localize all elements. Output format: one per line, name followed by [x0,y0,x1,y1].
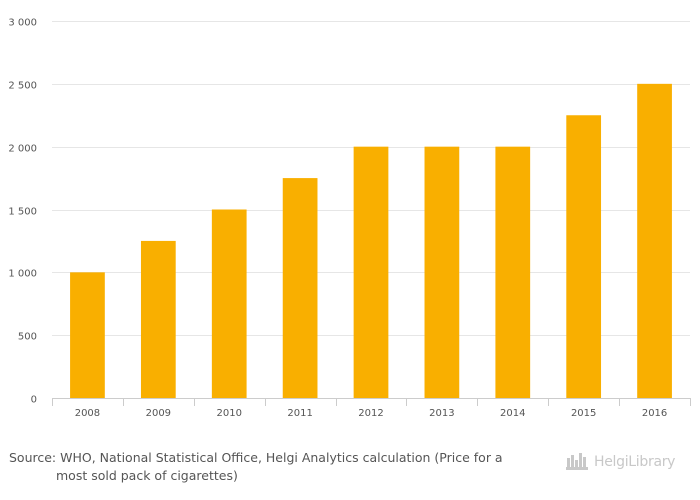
bar-2015[interactable] [566,115,602,398]
y-tick-label: 3 000 [8,18,37,29]
x-tick-label: 2009 [146,408,171,419]
bar-2012[interactable] [353,146,389,398]
x-tick-label: 2011 [287,408,312,419]
y-axis-tick-labels: 0 500 1 000 1 500 2 000 2 500 3 000 [8,18,37,406]
y-tick-label: 0 [31,395,37,406]
x-tick-label: 2015 [571,408,596,419]
source-note: Source: WHO, National Statistical Office… [9,449,549,485]
helgi-skyline-icon [566,453,588,470]
bar-2008[interactable] [70,272,105,398]
x-tick-label: 2008 [75,408,100,419]
x-tick-label: 2016 [642,408,667,419]
x-axis-tick-labels: 2008 2009 2010 2011 2012 2013 2014 2015 2016 [75,408,668,419]
x-tick-label: 2012 [358,408,383,419]
bars [70,83,672,399]
bar-2014[interactable] [495,146,531,398]
bar-2011[interactable] [282,178,318,398]
bar-2010[interactable] [211,209,247,399]
x-axis-ticks [52,398,691,406]
source-line-1: Source: WHO, National Statistical Office… [9,450,503,465]
bar-2016[interactable] [637,83,672,398]
bar-2013[interactable] [424,146,460,398]
y-tick-label: 1 000 [8,269,37,280]
logo-text: HelgiLibrary [594,454,676,470]
x-tick-label: 2013 [429,408,454,419]
y-tick-label: 1 500 [8,207,37,218]
y-tick-label: 500 [18,332,37,343]
source-line-2: most sold pack of cigarettes) [56,468,238,483]
x-tick-label: 2014 [500,408,525,419]
y-tick-label: 2 000 [8,144,37,155]
x-tick-label: 2010 [216,408,241,419]
bar-2009[interactable] [140,240,176,398]
helgi-library-logo[interactable]: HelgiLibrary [566,452,675,470]
y-tick-label: 2 500 [8,81,37,92]
